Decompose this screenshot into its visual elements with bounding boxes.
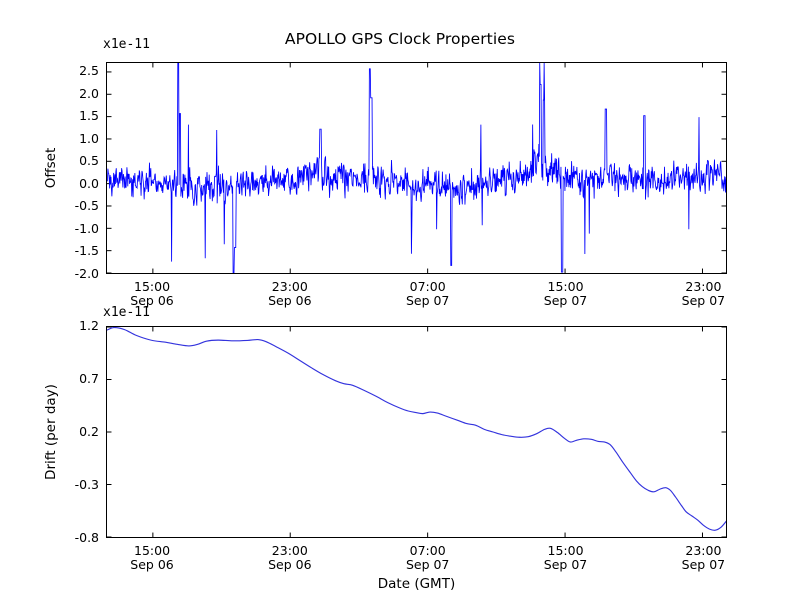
offset-plot-area (106, 62, 727, 274)
x-tick-label: 07:00 Sep 07 (383, 544, 473, 572)
x-tick-date: Sep 07 (543, 293, 588, 308)
drift-axis-multiplier-label: x1e-11 (103, 305, 150, 320)
offset-line (107, 63, 726, 273)
y-tick-label: 1.5 (79, 108, 99, 124)
y-tick-label: 0.0 (79, 175, 99, 191)
y-tick-label: -0.8 (74, 530, 99, 545)
x-tick-date: Sep 06 (268, 293, 312, 308)
x-tick-label: 23:00 Sep 06 (245, 544, 335, 572)
x-tick-date: Sep 07 (543, 557, 588, 572)
x-tick-label: 15:00 Sep 06 (107, 544, 197, 572)
x-tick-date: Sep 07 (405, 557, 450, 572)
x-axis-label: Date (GMT) (377, 576, 456, 592)
x-tick-date: Sep 06 (268, 557, 312, 572)
x-tick-date: Sep 06 (130, 293, 174, 308)
x-tick-time: 23:00 (271, 543, 308, 558)
y-tick-label: -1.0 (74, 220, 99, 236)
x-tick-time: 15:00 (547, 279, 584, 294)
drift-series-canvas (107, 327, 726, 537)
x-tick-date: Sep 07 (681, 557, 726, 572)
x-tick-time: 15:00 (547, 543, 584, 558)
x-tick-label: 15:00 Sep 07 (521, 280, 611, 308)
offset-axis-multiplier-label: x1e-11 (103, 37, 150, 52)
offset-series-canvas (107, 63, 726, 273)
x-tick-label: 23:00 Sep 07 (658, 280, 748, 308)
x-tick-time: 07:00 (409, 279, 446, 294)
y-tick-label: -1.5 (74, 243, 99, 259)
x-tick-date: Sep 06 (130, 557, 174, 572)
y-tick-label: 2.5 (79, 63, 99, 79)
x-tick-time: 23:00 (271, 279, 308, 294)
x-tick-time: 23:00 (685, 279, 722, 294)
drift-plot-area (106, 326, 727, 538)
y-tick-label: 0.2 (79, 424, 99, 439)
y-tick-label: -0.3 (74, 477, 99, 492)
x-tick-label: 15:00 Sep 06 (107, 280, 197, 308)
x-tick-date: Sep 07 (405, 293, 450, 308)
y-tick-label: 0.5 (79, 153, 99, 169)
x-tick-time: 15:00 (134, 279, 171, 294)
x-tick-time: 15:00 (134, 543, 171, 558)
x-tick-label: 23:00 Sep 07 (658, 544, 748, 572)
y-tick-label: 0.7 (79, 371, 99, 386)
drift-line (107, 327, 726, 531)
y-tick-label: 1.0 (79, 130, 99, 146)
y-tick-label: -2.0 (74, 266, 99, 281)
figure-title: APOLLO GPS Clock Properties (284, 30, 516, 48)
x-tick-time: 23:00 (685, 543, 722, 558)
x-tick-date: Sep 07 (681, 293, 726, 308)
y-tick-label: 2.0 (79, 85, 99, 101)
x-tick-label: 23:00 Sep 06 (245, 280, 335, 308)
x-tick-time: 07:00 (409, 543, 446, 558)
y-tick-label: 1.2 (79, 318, 99, 333)
y-tick-label: -0.5 (74, 198, 99, 214)
x-tick-label: 07:00 Sep 07 (383, 280, 473, 308)
x-tick-label: 15:00 Sep 07 (521, 544, 611, 572)
